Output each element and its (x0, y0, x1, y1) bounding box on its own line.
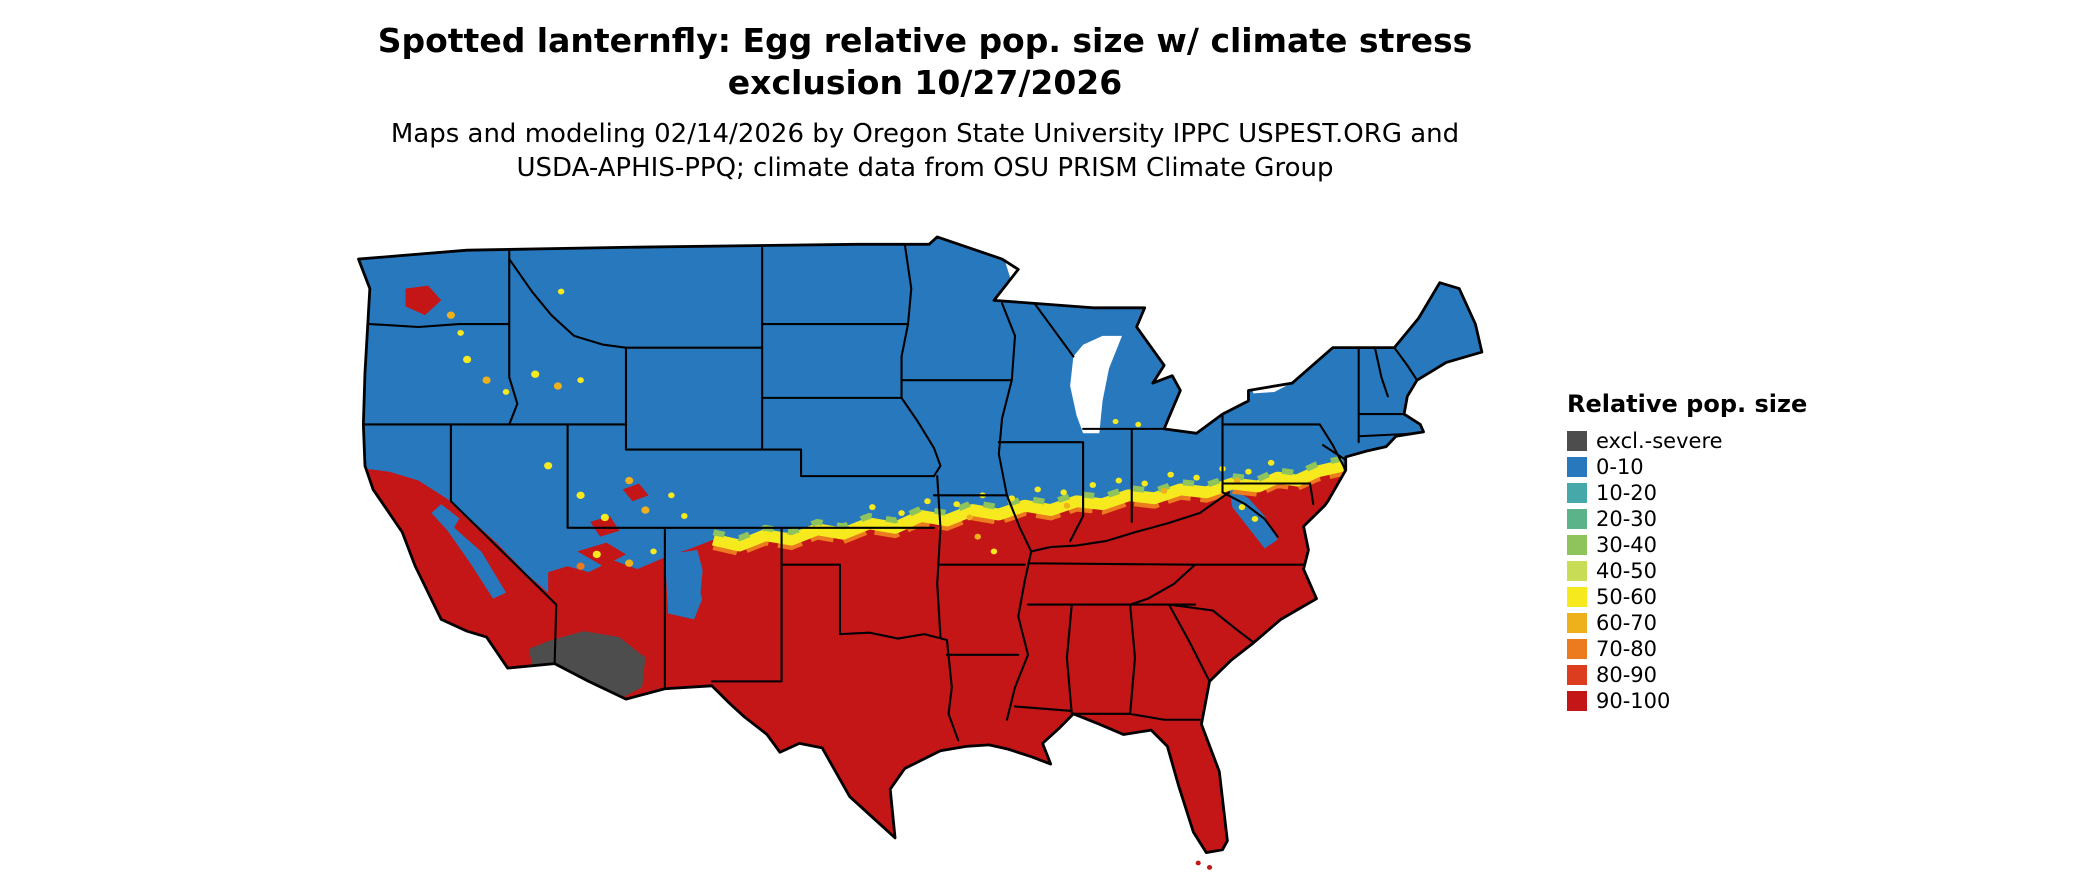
legend-items: excl.-severe 0-10 10-20 20-30 30-40 40-50 50-6… (1567, 428, 1827, 714)
legend-item-label: 60-70 (1596, 610, 1658, 635)
legend-item-label: 30-40 (1596, 532, 1658, 557)
map-region-rio-grande (700, 545, 724, 638)
map-subtitle-line1: Maps and modeling 02/14/2026 by Oregon S… (390, 119, 1460, 149)
state-borders (363, 244, 1420, 740)
legend-item: 90-100 (1567, 688, 1827, 714)
us-map (305, 200, 1537, 892)
legend-item: 30-40 (1567, 532, 1827, 558)
map-region-nevada-fringe (454, 515, 552, 608)
legend-item-label: 10-20 (1596, 480, 1658, 505)
legend-item-label: 70-80 (1596, 636, 1658, 661)
map-speckles (446, 288, 1275, 570)
legend-item-label: 90-100 (1596, 688, 1671, 713)
us-outline (358, 237, 1481, 853)
map-region-sierra-low (431, 504, 507, 599)
legend-item-label: 0-10 (1596, 454, 1644, 479)
us-map-svg (305, 200, 1537, 870)
map-title-line1: Spotted lanternfly: Egg relative pop. si… (377, 21, 1473, 60)
legend-item: 40-50 (1567, 558, 1827, 584)
legend-item-label: 80-90 (1596, 662, 1658, 687)
legend-swatch (1567, 561, 1587, 581)
map-title: Spotted lanternfly: Egg relative pop. si… (310, 20, 1540, 104)
legend-swatch (1567, 431, 1587, 451)
legend-swatch (1567, 639, 1587, 659)
legend-item: 80-90 (1567, 662, 1827, 688)
legend-swatch (1567, 457, 1587, 477)
map-keys-dot (1206, 865, 1213, 870)
legend-item-label: 40-50 (1596, 558, 1658, 583)
map-region-california-high (364, 468, 557, 669)
legend-item: 70-80 (1567, 636, 1827, 662)
legend-item: 20-30 (1567, 506, 1827, 532)
map-keys-dot (1195, 860, 1201, 866)
map-subtitle: Maps and modeling 02/14/2026 by Oregon S… (310, 118, 1540, 186)
map-region-nm-low (664, 549, 708, 620)
legend-item-label: excl.-severe (1596, 428, 1723, 453)
legend-item: 60-70 (1567, 610, 1827, 636)
legend-item-label: 50-60 (1596, 584, 1658, 609)
map-region-excluded (528, 631, 646, 700)
legend-item-label: 20-30 (1596, 506, 1658, 531)
legend-item: 10-20 (1567, 480, 1827, 506)
legend-swatch (1567, 587, 1587, 607)
map-title-line2: exclusion 10/27/2026 (727, 63, 1123, 103)
legend-swatch (1567, 483, 1587, 503)
map-subtitle-line2: USDA-APHIS-PPQ; climate data from OSU PR… (516, 152, 1334, 183)
legend-swatch (1567, 613, 1587, 633)
legend-swatch (1567, 665, 1587, 685)
legend-swatch (1567, 535, 1587, 555)
legend-title: Relative pop. size (1567, 390, 1808, 418)
legend-item: 50-60 (1567, 584, 1827, 610)
legend-swatch (1567, 691, 1587, 711)
legend-item: excl.-severe (1567, 428, 1827, 454)
legend: Relative pop. size excl.-severe 0-10 10-20… (1567, 390, 1827, 714)
legend-item: 0-10 (1567, 454, 1827, 480)
legend-swatch (1567, 509, 1587, 529)
